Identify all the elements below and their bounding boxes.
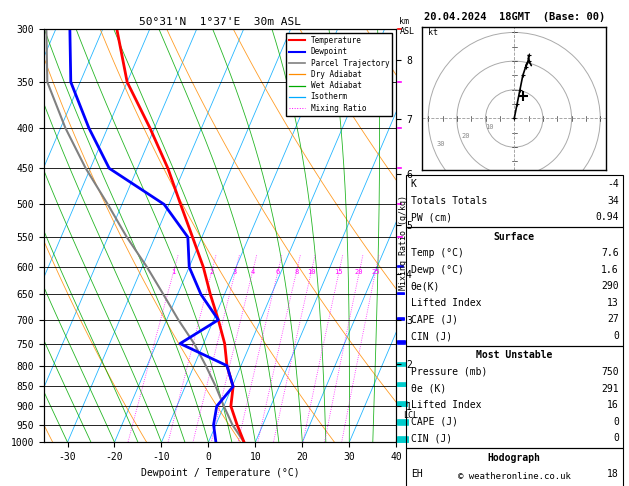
Text: EH: EH (411, 469, 423, 479)
Text: 0: 0 (613, 331, 619, 341)
Text: 0.94: 0.94 (596, 212, 619, 223)
Text: 27: 27 (607, 314, 619, 325)
Text: K: K (411, 179, 416, 190)
Text: 290: 290 (601, 281, 619, 292)
Text: Totals Totals: Totals Totals (411, 196, 487, 206)
Text: PW (cm): PW (cm) (411, 212, 452, 223)
Text: LCL: LCL (403, 411, 418, 420)
Legend: Temperature, Dewpoint, Parcel Trajectory, Dry Adiabat, Wet Adiabat, Isotherm, Mi: Temperature, Dewpoint, Parcel Trajectory… (286, 33, 392, 116)
Text: 20.04.2024  18GMT  (Base: 00): 20.04.2024 18GMT (Base: 00) (423, 12, 605, 22)
Text: Temp (°C): Temp (°C) (411, 248, 464, 259)
Text: -4: -4 (607, 179, 619, 190)
X-axis label: Dewpoint / Temperature (°C): Dewpoint / Temperature (°C) (141, 468, 299, 478)
Text: 10: 10 (486, 124, 494, 130)
Text: 8: 8 (294, 269, 298, 275)
Text: 6: 6 (276, 269, 280, 275)
Text: CIN (J): CIN (J) (411, 331, 452, 341)
Text: 4: 4 (250, 269, 255, 275)
Text: 16: 16 (607, 400, 619, 410)
Text: 750: 750 (601, 367, 619, 377)
Text: 20: 20 (355, 269, 364, 275)
Text: Surface: Surface (494, 232, 535, 242)
Text: 2: 2 (209, 269, 213, 275)
Text: 0: 0 (613, 433, 619, 443)
Text: Mixing Ratio (g/kg): Mixing Ratio (g/kg) (399, 195, 408, 291)
Text: CAPE (J): CAPE (J) (411, 417, 458, 427)
Text: Hodograph: Hodograph (487, 452, 541, 463)
Text: θe (K): θe (K) (411, 383, 446, 394)
Text: Dewp (°C): Dewp (°C) (411, 265, 464, 275)
Text: 13: 13 (607, 298, 619, 308)
Text: Lifted Index: Lifted Index (411, 400, 481, 410)
Text: © weatheronline.co.uk: © weatheronline.co.uk (458, 472, 571, 481)
Text: km
ASL: km ASL (399, 17, 415, 36)
Text: Most Unstable: Most Unstable (476, 350, 552, 361)
Title: 50°31'N  1°37'E  30m ASL: 50°31'N 1°37'E 30m ASL (139, 17, 301, 27)
Text: CIN (J): CIN (J) (411, 433, 452, 443)
Text: 34: 34 (607, 196, 619, 206)
Text: 291: 291 (601, 383, 619, 394)
Text: 3: 3 (233, 269, 237, 275)
Text: kt: kt (428, 28, 438, 37)
Text: CAPE (J): CAPE (J) (411, 314, 458, 325)
Text: θe(K): θe(K) (411, 281, 440, 292)
Text: 7.6: 7.6 (601, 248, 619, 259)
Text: 30: 30 (437, 141, 445, 147)
Text: 10: 10 (307, 269, 315, 275)
Text: 1: 1 (171, 269, 175, 275)
Text: 0: 0 (613, 417, 619, 427)
Text: 20: 20 (461, 133, 470, 139)
Text: 1.6: 1.6 (601, 265, 619, 275)
Text: 25: 25 (371, 269, 379, 275)
Text: 15: 15 (335, 269, 343, 275)
Text: 18: 18 (607, 469, 619, 479)
Text: Pressure (mb): Pressure (mb) (411, 367, 487, 377)
Text: Lifted Index: Lifted Index (411, 298, 481, 308)
